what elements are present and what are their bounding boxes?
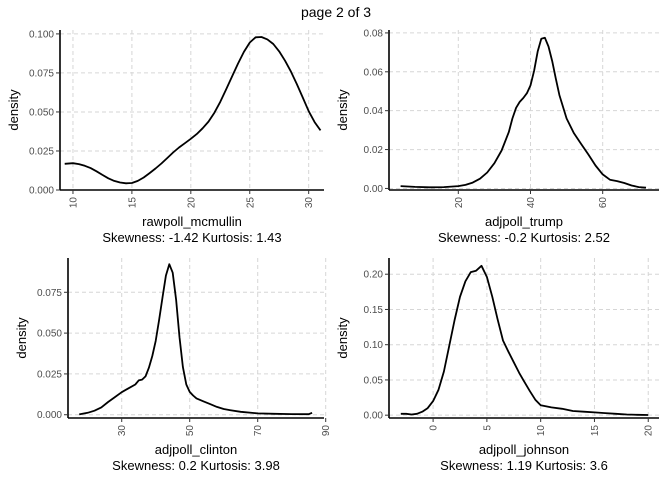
x-tick-label: 20 bbox=[186, 197, 197, 209]
y-tick-label: 0.10 bbox=[364, 340, 384, 351]
x-tick-label: 20 bbox=[644, 425, 655, 437]
y-tick-label: 0.075 bbox=[37, 288, 62, 299]
stats-caption: Skewness: -0.2 Kurtosis: 2.52 bbox=[438, 230, 610, 245]
y-tick-label: 0.08 bbox=[364, 28, 384, 39]
y-tick-label: 0.050 bbox=[29, 107, 54, 118]
x-tick-label: 20 bbox=[454, 197, 465, 209]
x-tick-label: 15 bbox=[127, 197, 138, 209]
density-curve bbox=[400, 264, 649, 416]
density-curve bbox=[64, 36, 322, 185]
y-tick-label: 0.025 bbox=[37, 369, 62, 380]
density-panel-3: 0.000 0.025 0.050 0.075 30 50 70 90 density adjpo… bbox=[14, 258, 332, 473]
y-tick-label: 0.15 bbox=[364, 305, 384, 316]
y-axis-title: density bbox=[6, 89, 21, 131]
stats-caption: Skewness: 1.19 Kurtosis: 3.6 bbox=[440, 458, 608, 473]
x-tick-label: 10 bbox=[536, 425, 547, 437]
x-tick-label: 15 bbox=[590, 425, 601, 437]
x-tick-label: 90 bbox=[321, 425, 332, 437]
density-curve bbox=[400, 36, 647, 189]
x-tick-label: 70 bbox=[253, 425, 264, 437]
x-axis-title: adjpoll_clinton bbox=[155, 442, 237, 457]
y-tick-label: 0.100 bbox=[29, 29, 54, 40]
x-tick-label: 5 bbox=[482, 425, 493, 431]
x-tick-label: 30 bbox=[117, 425, 128, 437]
stats-caption: Skewness: 0.2 Kurtosis: 3.98 bbox=[112, 458, 280, 473]
x-tick-label: 30 bbox=[304, 197, 315, 209]
x-tick-label: 0 bbox=[429, 425, 440, 431]
page-title: page 2 of 3 bbox=[301, 4, 371, 20]
y-axis-title: density bbox=[335, 317, 350, 359]
y-tick-label: 0.20 bbox=[364, 270, 384, 281]
stats-caption: Skewness: -1.42 Kurtosis: 1.43 bbox=[102, 230, 281, 245]
x-tick-label: 40 bbox=[526, 197, 537, 209]
x-tick-label: 50 bbox=[185, 425, 196, 437]
x-tick-label: 25 bbox=[245, 197, 256, 209]
y-tick-label: 0.00 bbox=[364, 184, 384, 195]
x-tick-label: 10 bbox=[68, 197, 79, 209]
density-panel-2: 0.00 0.02 0.04 0.06 0.08 20 40 60 density adjpoll… bbox=[335, 28, 659, 245]
y-tick-label: 0.000 bbox=[37, 410, 62, 421]
density-panel-1: 0.000 0.025 0.050 0.075 0.100 10 15 20 25 30 densi… bbox=[6, 29, 324, 245]
x-tick-label: 60 bbox=[598, 197, 609, 209]
y-tick-label: 0.025 bbox=[29, 146, 54, 157]
y-axis-title: density bbox=[14, 317, 29, 359]
y-tick-label: 0.050 bbox=[37, 329, 62, 340]
x-axis-title: rawpoll_mcmullin bbox=[142, 214, 242, 229]
y-tick-label: 0.075 bbox=[29, 68, 54, 79]
y-tick-label: 0.06 bbox=[364, 67, 384, 78]
x-axis-title: adjpoll_trump bbox=[485, 214, 563, 229]
density-panel-4: 0.00 0.05 0.10 0.15 0.20 0 5 10 15 20 density adjpo… bbox=[335, 258, 659, 473]
y-tick-label: 0.00 bbox=[364, 411, 384, 422]
y-tick-label: 0.04 bbox=[364, 106, 384, 117]
y-tick-label: 0.05 bbox=[364, 375, 384, 386]
y-axis-title: density bbox=[335, 89, 350, 131]
density-curve bbox=[79, 263, 313, 416]
y-tick-label: 0.000 bbox=[29, 186, 54, 197]
x-axis-title: adjpoll_johnson bbox=[479, 442, 569, 457]
y-tick-label: 0.02 bbox=[364, 145, 384, 156]
